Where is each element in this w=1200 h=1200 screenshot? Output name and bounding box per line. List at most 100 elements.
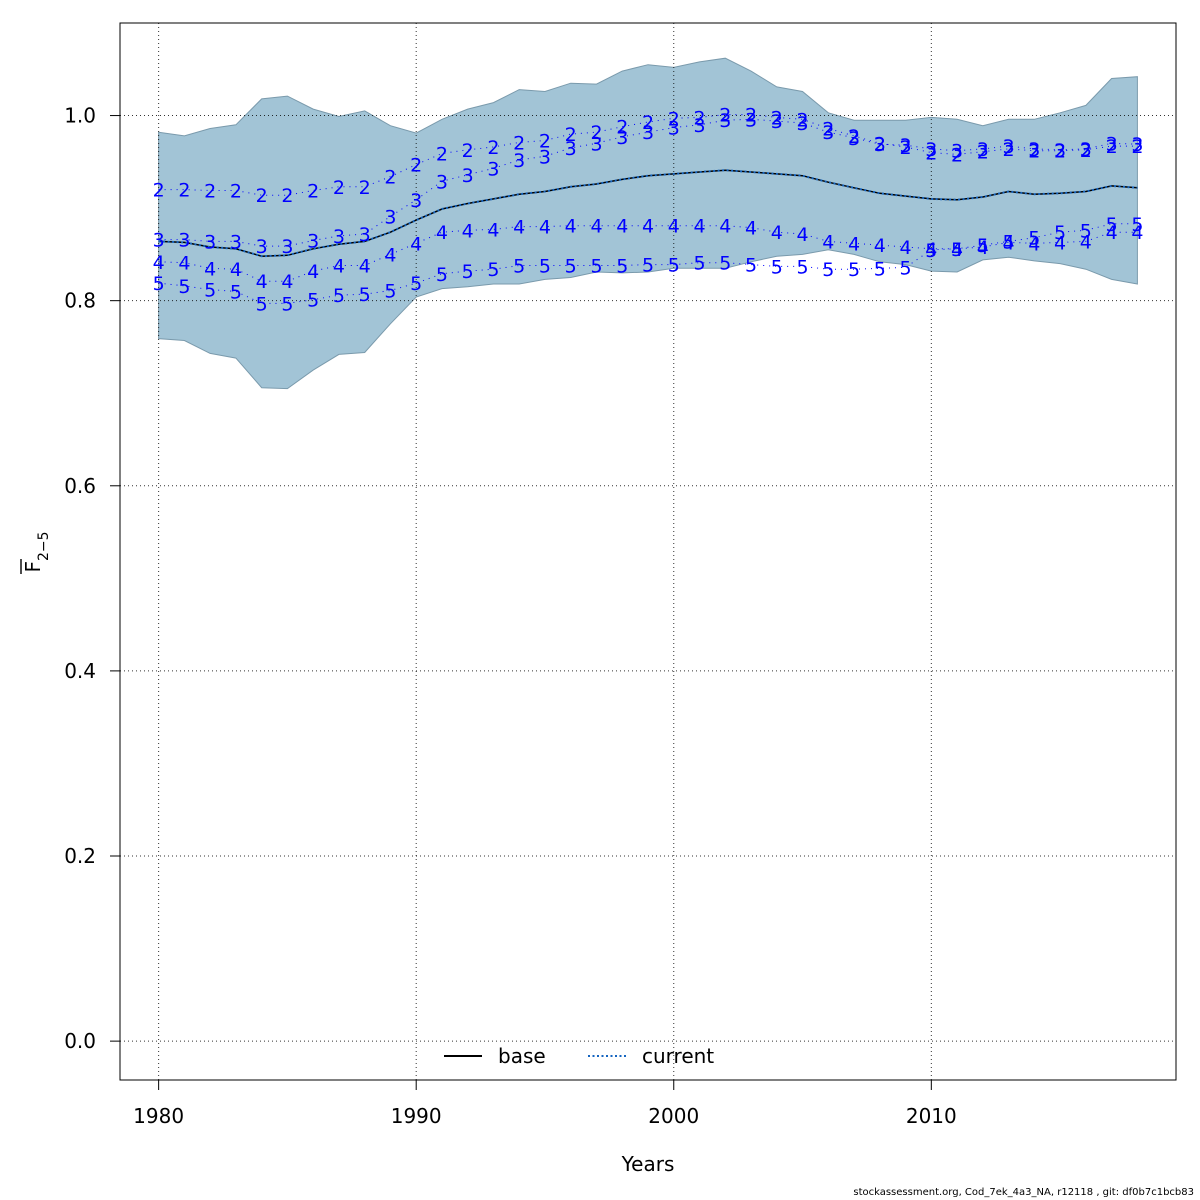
peel-point-label: 4: [771, 222, 783, 244]
peel-point-label: 2: [951, 144, 963, 166]
peel-point-label: 5: [874, 258, 886, 280]
peel-point-label: 2: [153, 180, 165, 202]
peel-point-label: 2: [307, 181, 319, 203]
peel-point-label: 4: [1054, 232, 1066, 254]
peel-point-label: 4: [590, 216, 602, 238]
peel-point-label: 5: [1003, 231, 1015, 253]
x-axis-title: Years: [621, 1152, 675, 1176]
peel-point-label: 3: [822, 122, 834, 144]
peel-point-label: 4: [745, 218, 757, 240]
peel-point-label: 2: [204, 181, 216, 203]
peel-point-label: 3: [642, 122, 654, 144]
footer-source-text: stockassessment.org, Cod_7ek_4a3_NA, r12…: [853, 1187, 1194, 1198]
y-tick-label: 0.8: [64, 289, 96, 313]
peel-point-label: 3: [874, 134, 886, 156]
peel-point-label: 3: [153, 230, 165, 252]
peel-point-label: 3: [513, 150, 525, 172]
peel-point-label: 3: [590, 133, 602, 155]
peel-point-label: 2: [925, 143, 937, 165]
peel-point-label: 2: [822, 119, 834, 141]
peel-point-label: 5: [642, 255, 654, 277]
peel-point-label: 5: [848, 259, 860, 281]
peel-point-label: 4: [642, 216, 654, 238]
peel-point-label: 4: [951, 239, 963, 261]
peel-point-label: 4: [256, 271, 268, 293]
peel-point-label: 5: [1080, 220, 1092, 242]
y-axis-title-sub: 2−5: [36, 531, 52, 561]
peel-point-label: 4: [1003, 232, 1015, 254]
peel-point-label: 4: [616, 216, 628, 238]
peel-point-label: 2: [1028, 141, 1040, 163]
peel-point-label: 2: [848, 126, 860, 148]
peel-point-label: 2: [977, 142, 989, 164]
peel-point-label: 5: [796, 256, 808, 278]
peel-point-label: 5: [204, 280, 216, 302]
peel-point-label: 5: [616, 255, 628, 277]
peel-point-label: 4: [1080, 231, 1092, 253]
series-line-layer: [158, 169, 1138, 258]
peel-point-label: 2: [900, 137, 912, 159]
peel-point-label: 2: [616, 117, 628, 139]
peel-point-label: 3: [384, 206, 396, 228]
peel-point-label: 3: [848, 128, 860, 150]
legend-current-label: current: [642, 1044, 714, 1068]
peel-point-label: 2: [436, 144, 448, 166]
peel-point-label: 2: [590, 122, 602, 144]
peel-point-label: 3: [1003, 136, 1015, 158]
peel-point-label: 5: [307, 290, 319, 312]
peel-point-label: 5: [178, 276, 190, 298]
peel-point-label: 2: [565, 124, 577, 146]
peel-point-label: 4: [333, 255, 345, 277]
confidence-band: [158, 57, 1138, 390]
peel-point-label: 2: [410, 155, 422, 177]
peel-point-label: 5: [410, 273, 422, 295]
peel-point-label: 5: [1106, 214, 1118, 236]
peel-point-label: 5: [668, 255, 680, 277]
series-line-base: [158, 169, 1138, 257]
peel-point-label: 3: [1131, 134, 1143, 156]
x-tick-label: 1990: [391, 1104, 442, 1128]
peel-point-label: 3: [771, 111, 783, 133]
peel-point-label: 5: [359, 284, 371, 306]
peel-point-label: 4: [1131, 222, 1143, 244]
peel-point-label: 5: [822, 259, 834, 281]
peel-point-label: 3: [796, 113, 808, 135]
peel-point-label: 4: [178, 253, 190, 275]
peel-point-label: 2: [230, 181, 242, 203]
peel-point-label: 2: [668, 108, 680, 130]
svg-text:F2−5: F2−5: [21, 531, 52, 572]
peel-point-label: 5: [719, 253, 731, 275]
peel-point-label: 2: [745, 105, 757, 127]
peel-point-label: 4: [822, 231, 834, 253]
peel-line-5: [158, 223, 1138, 304]
peel-point-label: 4: [874, 235, 886, 257]
y-tick-label: 0.6: [64, 474, 96, 498]
peel-point-label: 5: [513, 255, 525, 277]
peel-point-label: 4: [384, 244, 396, 266]
peel-point-label: 5: [436, 264, 448, 286]
peel-point-label: 3: [1080, 139, 1092, 161]
peel-point-label: 4: [230, 259, 242, 281]
peel-point-label: 4: [487, 219, 499, 241]
x-tick-label: 2010: [906, 1104, 957, 1128]
peel-point-label: 5: [1054, 222, 1066, 244]
peel-point-label: 3: [204, 231, 216, 253]
peel-point-label: 2: [1106, 136, 1118, 158]
peel-point-label: 2: [796, 109, 808, 131]
peel-point-label: 3: [745, 109, 757, 131]
legend: base current: [444, 1044, 714, 1068]
peel-point-label: 2: [462, 140, 474, 162]
peel-point-label: 4: [796, 224, 808, 246]
peel-point-label: 5: [977, 235, 989, 257]
peel-point-label: 4: [900, 237, 912, 259]
peel-point-label: 5: [590, 255, 602, 277]
peel-point-label: 2: [693, 107, 705, 129]
y-axis-title-base: F: [21, 561, 45, 573]
peel-point-label: 5: [333, 285, 345, 307]
peel-point-label: 5: [256, 293, 268, 315]
peel-point-label: 4: [719, 216, 731, 238]
peel-point-label: 4: [1028, 233, 1040, 255]
peel-point-label: 3: [1054, 140, 1066, 162]
peel-point-label: 5: [771, 256, 783, 278]
peel-line-4: [158, 225, 1138, 282]
